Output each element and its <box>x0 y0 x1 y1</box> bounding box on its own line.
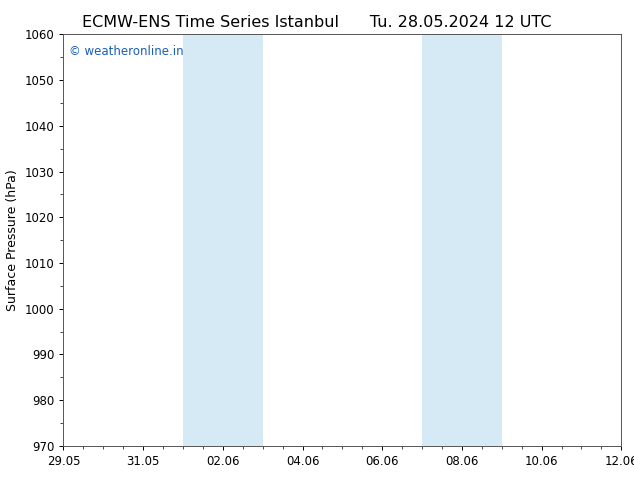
Bar <box>422 34 501 446</box>
Text: © weatheronline.in: © weatheronline.in <box>69 45 184 58</box>
Text: ECMW-ENS Time Series Istanbul      Tu. 28.05.2024 12 UTC: ECMW-ENS Time Series Istanbul Tu. 28.05.… <box>82 15 552 30</box>
Y-axis label: Surface Pressure (hPa): Surface Pressure (hPa) <box>6 169 19 311</box>
Bar <box>183 34 262 446</box>
